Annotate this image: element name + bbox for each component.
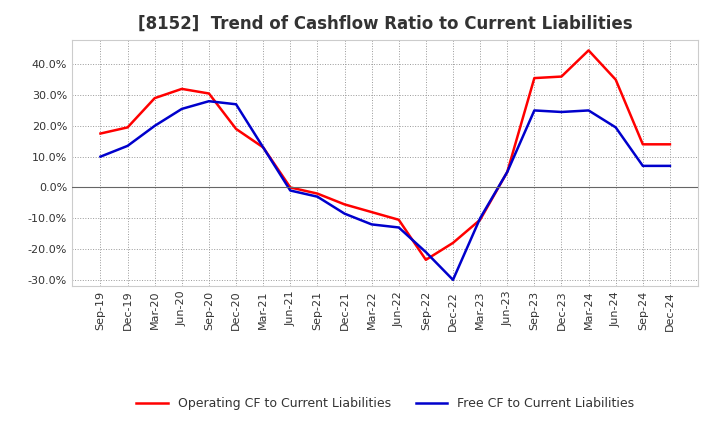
Line: Operating CF to Current Liabilities: Operating CF to Current Liabilities	[101, 50, 670, 260]
Title: [8152]  Trend of Cashflow Ratio to Current Liabilities: [8152] Trend of Cashflow Ratio to Curren…	[138, 15, 632, 33]
Operating CF to Current Liabilities	[665, 142, 674, 147]
Operating CF to Current Liabilities	[503, 169, 511, 175]
Free CF to Current Liabilities	[557, 109, 566, 114]
Free CF to Current Liabilities	[476, 216, 485, 221]
Operating CF to Current Liabilities	[421, 257, 430, 262]
Free CF to Current Liabilities	[341, 211, 349, 216]
Operating CF to Current Liabilities	[204, 91, 213, 96]
Operating CF to Current Liabilities	[476, 217, 485, 222]
Operating CF to Current Liabilities	[123, 125, 132, 130]
Free CF to Current Liabilities	[123, 143, 132, 148]
Operating CF to Current Liabilities	[259, 145, 268, 150]
Operating CF to Current Liabilities	[639, 142, 647, 147]
Free CF to Current Liabilities	[286, 188, 294, 193]
Free CF to Current Liabilities	[367, 222, 376, 227]
Operating CF to Current Liabilities	[178, 86, 186, 92]
Operating CF to Current Liabilities	[341, 202, 349, 207]
Free CF to Current Liabilities	[259, 145, 268, 150]
Free CF to Current Liabilities	[313, 194, 322, 199]
Free CF to Current Liabilities	[395, 225, 403, 230]
Operating CF to Current Liabilities	[449, 240, 457, 246]
Free CF to Current Liabilities	[530, 108, 539, 113]
Operating CF to Current Liabilities	[611, 77, 620, 82]
Free CF to Current Liabilities	[449, 277, 457, 282]
Operating CF to Current Liabilities	[150, 95, 159, 101]
Free CF to Current Liabilities	[150, 123, 159, 128]
Free CF to Current Liabilities	[584, 108, 593, 113]
Free CF to Current Liabilities	[96, 154, 105, 159]
Free CF to Current Liabilities	[611, 125, 620, 130]
Free CF to Current Liabilities	[232, 102, 240, 107]
Free CF to Current Liabilities	[204, 99, 213, 104]
Operating CF to Current Liabilities	[96, 131, 105, 136]
Free CF to Current Liabilities	[503, 169, 511, 175]
Operating CF to Current Liabilities	[530, 75, 539, 81]
Line: Free CF to Current Liabilities: Free CF to Current Liabilities	[101, 101, 670, 280]
Operating CF to Current Liabilities	[313, 191, 322, 196]
Operating CF to Current Liabilities	[557, 74, 566, 79]
Free CF to Current Liabilities	[421, 249, 430, 255]
Operating CF to Current Liabilities	[395, 217, 403, 222]
Operating CF to Current Liabilities	[286, 185, 294, 190]
Free CF to Current Liabilities	[178, 106, 186, 111]
Operating CF to Current Liabilities	[232, 126, 240, 132]
Legend: Operating CF to Current Liabilities, Free CF to Current Liabilities: Operating CF to Current Liabilities, Fre…	[131, 392, 639, 415]
Operating CF to Current Liabilities	[367, 209, 376, 215]
Free CF to Current Liabilities	[665, 163, 674, 169]
Operating CF to Current Liabilities	[584, 48, 593, 53]
Free CF to Current Liabilities	[639, 163, 647, 169]
